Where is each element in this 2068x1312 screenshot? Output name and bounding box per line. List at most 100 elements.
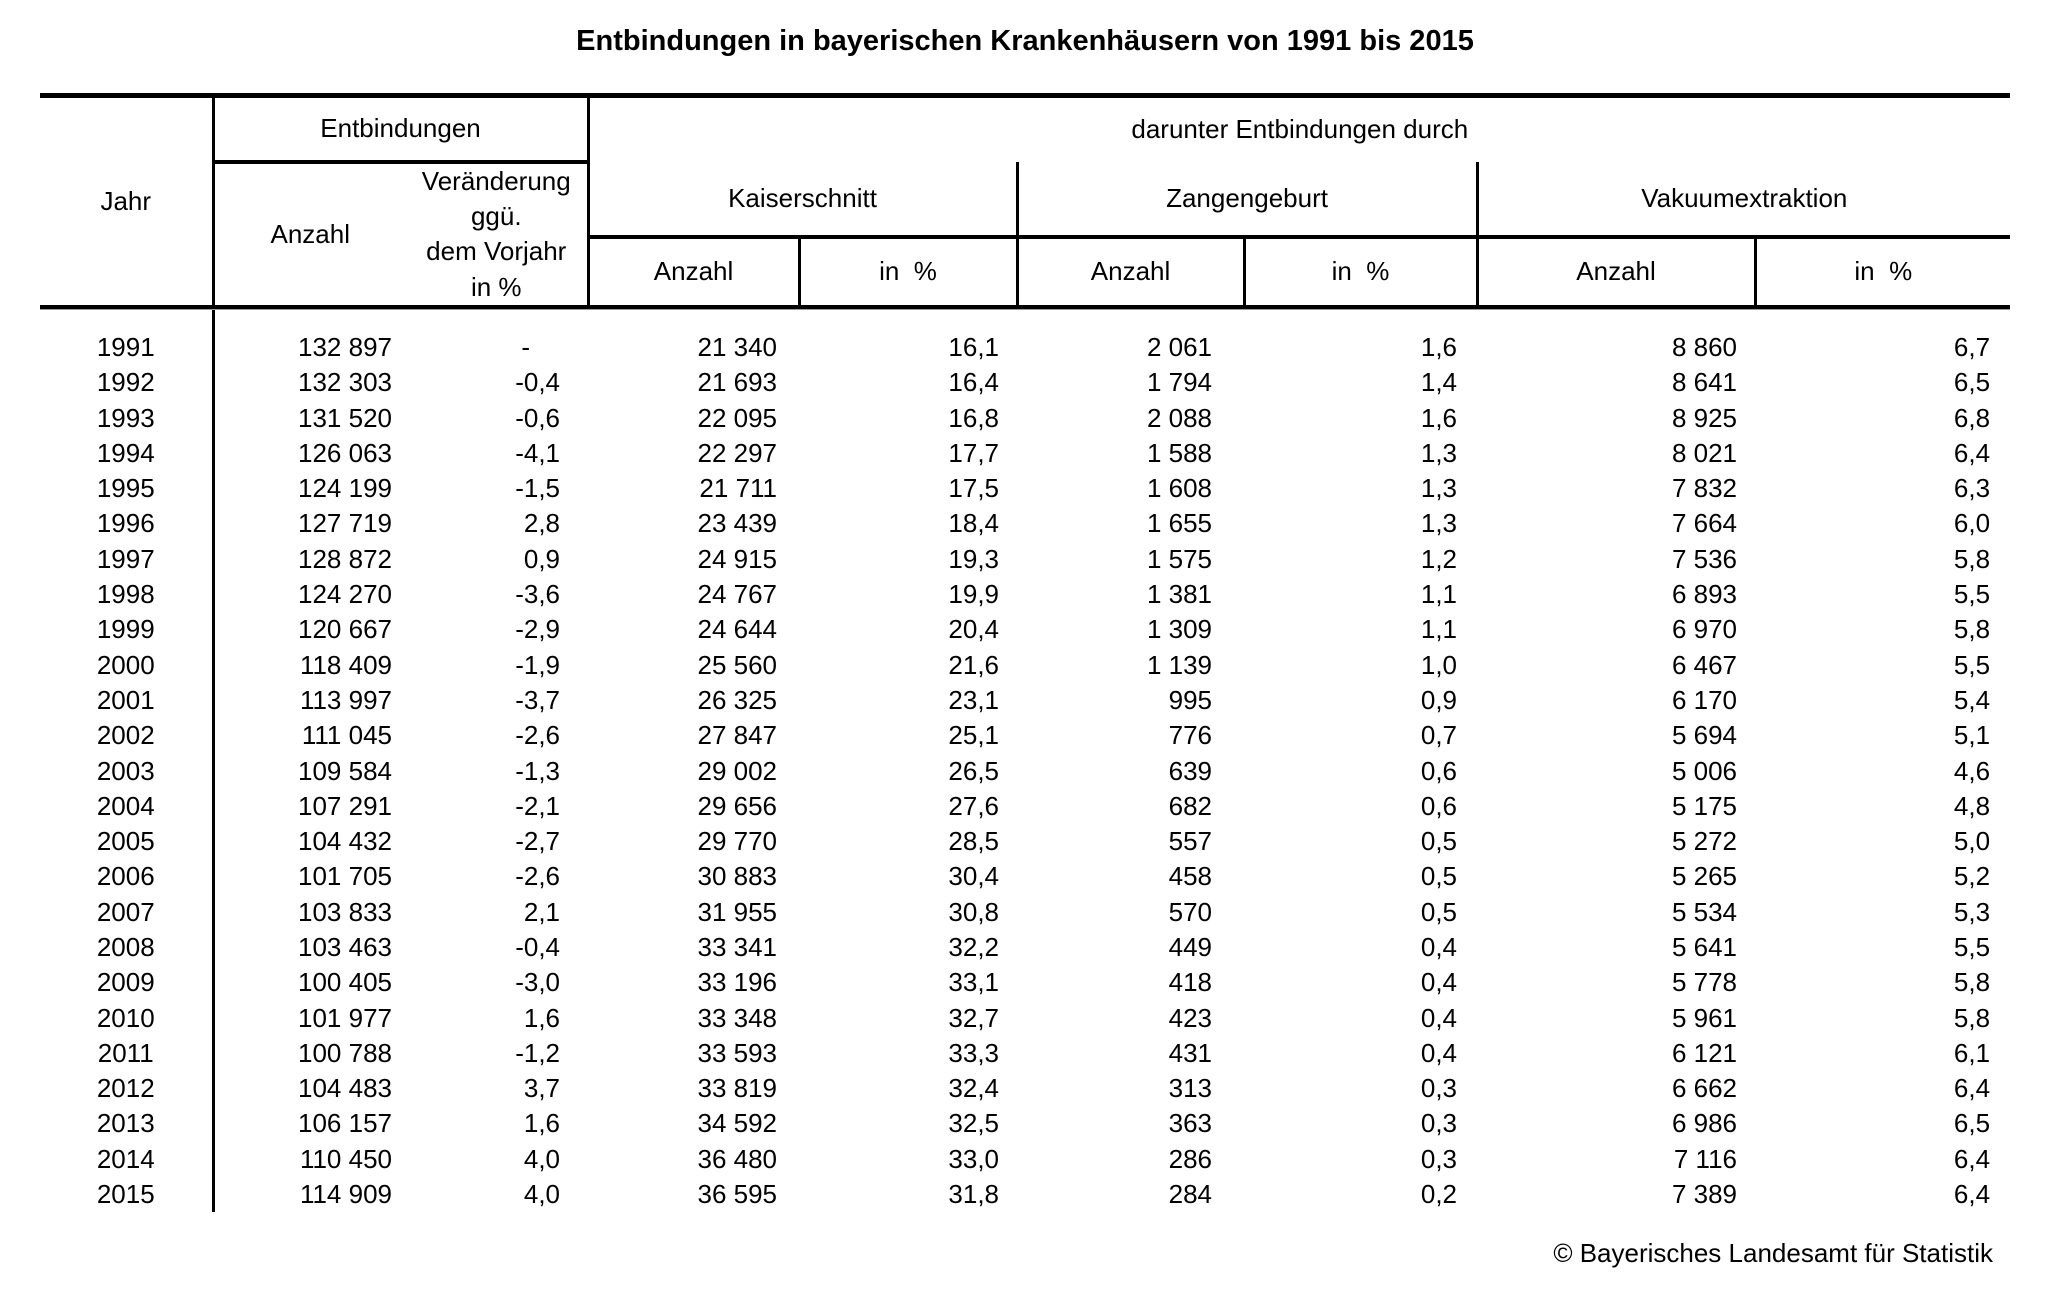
cell-zangengeburt-anzahl: 284 bbox=[1168, 1179, 1213, 1210]
cell-veraenderung: 1,6 bbox=[523, 1002, 561, 1033]
cell-jahr: 2012 bbox=[40, 1071, 215, 1107]
cell-kaiserschnitt-prozent: 32,4 bbox=[948, 1073, 1000, 1104]
cell-kaiserschnitt-prozent: 33,0 bbox=[948, 1143, 1000, 1174]
cell-jahr: 2014 bbox=[40, 1141, 215, 1178]
cell-jahr: 2002 bbox=[40, 718, 215, 754]
cell-kaiserschnitt-anzahl: 22 095 bbox=[697, 402, 778, 433]
cell-vakuumextraktion-anzahl: 8 641 bbox=[1671, 367, 1738, 398]
cell-zangengeburt-prozent: 0,3 bbox=[1420, 1108, 1458, 1139]
cell-jahr: 1996 bbox=[40, 506, 215, 542]
cell-zangengeburt-anzahl: 776 bbox=[1168, 720, 1213, 751]
cell-vakuumextraktion-prozent: 6,4 bbox=[1953, 1073, 1991, 1104]
cell-zangengeburt-anzahl: 1 309 bbox=[1146, 614, 1213, 645]
header-row-measures: Anzahl in % Anzahl in % Anzahl in % bbox=[40, 236, 2011, 310]
table-row: 1995 124 199 -1,5 21 711 17,5 1 608 1,3 7 832 6,… bbox=[40, 471, 2010, 507]
cell-entbindungen-anzahl: 100 788 bbox=[298, 1037, 392, 1068]
cell-veraenderung: -2,6 bbox=[515, 720, 561, 751]
cell-jahr: 1998 bbox=[40, 577, 215, 613]
cell-jahr: 2005 bbox=[40, 824, 215, 860]
cell-vakuumextraktion-prozent: 5,0 bbox=[1953, 826, 1991, 857]
cell-kaiserschnitt-prozent: 21,6 bbox=[948, 649, 1000, 680]
cell-jahr: 2007 bbox=[40, 894, 215, 930]
cell-zangengeburt-prozent: 0,4 bbox=[1420, 931, 1458, 962]
cell-kaiserschnitt-prozent: 18,4 bbox=[948, 508, 1000, 539]
cell-vakuumextraktion-prozent: 5,5 bbox=[1953, 649, 1991, 680]
cell-zangengeburt-prozent: 1,3 bbox=[1420, 473, 1458, 504]
cell-zangengeburt-prozent: 0,4 bbox=[1420, 1002, 1458, 1033]
cell-vakuumextraktion-prozent: 6,0 bbox=[1953, 508, 1991, 539]
cell-zangengeburt-prozent: 0,6 bbox=[1420, 755, 1458, 786]
cell-kaiserschnitt-prozent: 23,1 bbox=[948, 684, 1000, 715]
cell-kaiserschnitt-anzahl: 26 325 bbox=[697, 684, 778, 715]
cell-jahr: 2010 bbox=[40, 1000, 215, 1036]
cell-kaiserschnitt-anzahl: 24 644 bbox=[697, 614, 778, 645]
table-header: Jahr Entbindungen darunter Entbindungen … bbox=[40, 93, 2011, 310]
cell-veraenderung: 2,8 bbox=[523, 508, 561, 539]
cell-vakuumextraktion-prozent: 6,3 bbox=[1953, 473, 1991, 504]
cell-veraenderung: 2,1 bbox=[523, 896, 561, 927]
cell-zangengeburt-prozent: 0,5 bbox=[1420, 861, 1458, 892]
cell-zangengeburt-prozent: 0,4 bbox=[1420, 967, 1458, 998]
cell-vakuumextraktion-prozent: 6,7 bbox=[1953, 331, 1991, 362]
cell-veraenderung: 1,6 bbox=[523, 1108, 561, 1139]
cell-kaiserschnitt-prozent: 26,5 bbox=[948, 755, 1000, 786]
cell-kaiserschnitt-prozent: 16,1 bbox=[948, 331, 1000, 362]
col-header-kaiserschnitt-prozent: in % bbox=[799, 236, 1019, 310]
cell-vakuumextraktion-prozent: 6,4 bbox=[1953, 437, 1991, 468]
cell-veraenderung: -0,6 bbox=[515, 402, 561, 433]
cell-zangengeburt-anzahl: 431 bbox=[1168, 1037, 1213, 1068]
cell-entbindungen-anzahl: 103 463 bbox=[298, 931, 392, 962]
table-row: 2008 103 463 -0,4 33 341 32,2 449 0,4 5 641 5,5 bbox=[40, 929, 2010, 966]
cell-kaiserschnitt-anzahl: 25 560 bbox=[697, 649, 778, 680]
cell-veraenderung: 3,7 bbox=[523, 1073, 561, 1104]
table-row: 2002 111 045 -2,6 27 847 25,1 776 0,7 5 694 5,1 bbox=[40, 718, 2010, 754]
cell-zangengeburt-anzahl: 418 bbox=[1168, 967, 1213, 998]
cell-zangengeburt-prozent: 0,4 bbox=[1420, 1037, 1458, 1068]
cell-veraenderung: -3,7 bbox=[515, 684, 561, 715]
cell-veraenderung: 4,0 bbox=[523, 1143, 561, 1174]
cell-kaiserschnitt-prozent: 17,7 bbox=[948, 437, 1000, 468]
cell-veraenderung: -3,0 bbox=[515, 967, 561, 998]
cell-vakuumextraktion-anzahl: 8 925 bbox=[1671, 402, 1738, 433]
cell-zangengeburt-anzahl: 1 588 bbox=[1146, 437, 1213, 468]
cell-kaiserschnitt-anzahl: 21 711 bbox=[699, 473, 778, 504]
cell-vakuumextraktion-anzahl: 6 121 bbox=[1671, 1037, 1738, 1068]
cell-zangengeburt-prozent: 0,9 bbox=[1420, 684, 1458, 715]
cell-jahr: 1991 bbox=[40, 307, 215, 366]
cell-vakuumextraktion-anzahl: 5 534 bbox=[1671, 896, 1738, 927]
cell-vakuumextraktion-prozent: 5,3 bbox=[1953, 896, 1991, 927]
cell-vakuumextraktion-prozent: 5,5 bbox=[1953, 931, 1991, 962]
cell-entbindungen-anzahl: 109 584 bbox=[298, 755, 392, 786]
col-header-vakuumextraktion-anzahl: Anzahl bbox=[1477, 236, 1757, 310]
cell-kaiserschnitt-anzahl: 31 955 bbox=[697, 896, 778, 927]
cell-zangengeburt-prozent: 1,6 bbox=[1420, 331, 1458, 362]
cell-entbindungen-anzahl: 124 199 bbox=[298, 473, 392, 504]
cell-kaiserschnitt-anzahl: 22 297 bbox=[697, 437, 778, 468]
cell-kaiserschnitt-anzahl: 27 847 bbox=[697, 720, 778, 751]
cell-kaiserschnitt-anzahl: 21 693 bbox=[697, 367, 778, 398]
cell-kaiserschnitt-anzahl: 21 340 bbox=[697, 331, 778, 362]
col-group-zangengeburt: Zangengeburt bbox=[1017, 161, 1479, 239]
cell-vakuumextraktion-anzahl: 6 170 bbox=[1671, 684, 1738, 715]
cell-zangengeburt-prozent: 0,5 bbox=[1420, 896, 1458, 927]
cell-vakuumextraktion-prozent: 6,5 bbox=[1953, 1108, 1991, 1139]
cell-jahr: 2006 bbox=[40, 859, 215, 895]
table-row: 2003 109 584 -1,3 29 002 26,5 639 0,6 5 006 4,6 bbox=[40, 753, 2010, 789]
table-row: 2013 106 157 1,6 34 592 32,5 363 0,3 6 986 6,5 bbox=[40, 1106, 2010, 1142]
cell-jahr: 2009 bbox=[40, 965, 215, 1001]
cell-entbindungen-anzahl: 124 270 bbox=[298, 579, 392, 610]
table-row: 1996 127 719 2,8 23 439 18,4 1 655 1,3 7 664 6,0 bbox=[40, 506, 2010, 542]
cell-kaiserschnitt-prozent: 32,2 bbox=[948, 931, 1000, 962]
cell-kaiserschnitt-prozent: 28,5 bbox=[948, 826, 1000, 857]
col-group-vakuumextraktion: Vakuumextraktion bbox=[1477, 161, 2011, 239]
cell-zangengeburt-prozent: 1,2 bbox=[1420, 543, 1458, 574]
cell-jahr: 2004 bbox=[40, 788, 215, 825]
table-row: 2004 107 291 -2,1 29 656 27,6 682 0,6 5 175 4,8 bbox=[40, 788, 2010, 825]
cell-zangengeburt-anzahl: 557 bbox=[1168, 826, 1213, 857]
cell-kaiserschnitt-anzahl: 33 341 bbox=[697, 931, 778, 962]
table-row: 2010 101 977 1,6 33 348 32,7 423 0,4 5 961 5,8 bbox=[40, 1000, 2010, 1036]
cell-kaiserschnitt-anzahl: 33 593 bbox=[697, 1037, 778, 1068]
cell-veraenderung: -2,7 bbox=[515, 826, 561, 857]
cell-kaiserschnitt-prozent: 19,3 bbox=[948, 543, 1000, 574]
